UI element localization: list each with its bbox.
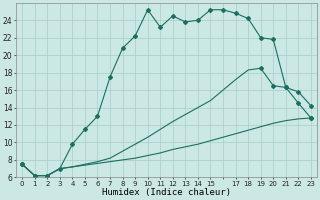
X-axis label: Humidex (Indice chaleur): Humidex (Indice chaleur) (102, 188, 231, 197)
